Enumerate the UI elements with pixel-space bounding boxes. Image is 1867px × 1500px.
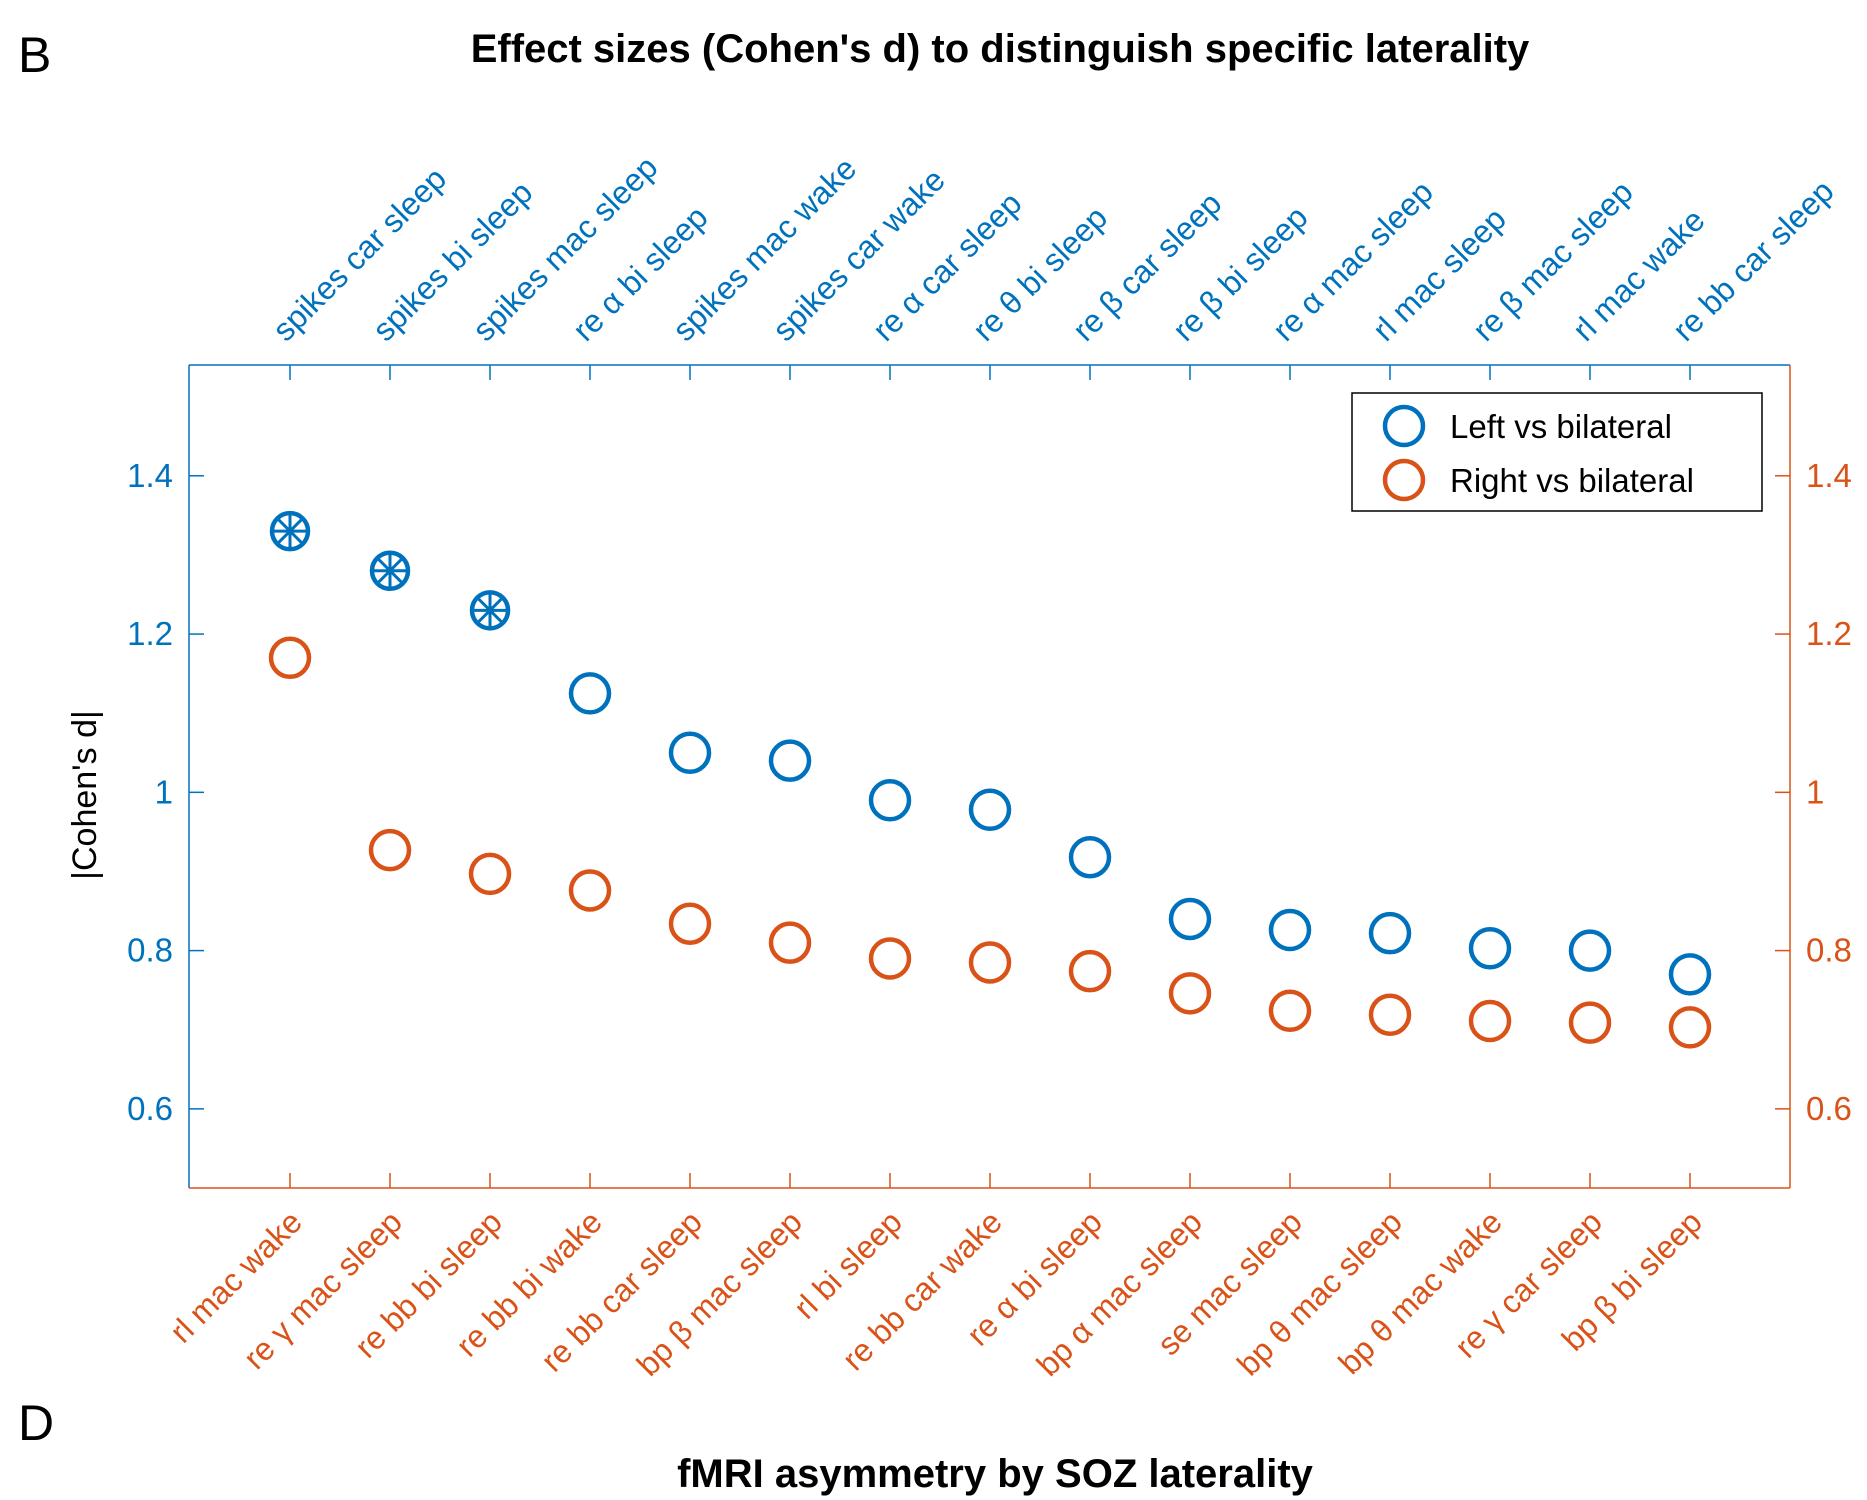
legend: Left vs bilateral Right vs bilateral	[1351, 392, 1763, 512]
right-vs-bilateral-point	[268, 636, 312, 680]
panel-label-b: B	[18, 27, 51, 83]
left-vs-bilateral-point	[1168, 897, 1212, 941]
significant-marker-star	[477, 597, 503, 623]
right-vs-bilateral-point	[1068, 949, 1112, 993]
right-y-tick-label: 0.8	[1806, 932, 1852, 969]
right-vs-bilateral-point	[1468, 999, 1512, 1043]
legend-marker-left	[1382, 404, 1426, 448]
significant-marker	[469, 590, 511, 631]
y-axis-label: |Cohen's d|	[66, 710, 104, 880]
left-vs-bilateral-point	[1668, 953, 1712, 996]
left-vs-bilateral-point	[668, 731, 712, 775]
top-category-label: spikes car sleep	[265, 160, 453, 348]
right-y-ticks: 0.6 0.8 1 1.2 1.4	[1775, 457, 1852, 1127]
right-y-tick-label: 1	[1806, 773, 1824, 810]
right-y-tick-label: 1.2	[1806, 615, 1852, 652]
left-y-tick-label: 1.2	[127, 615, 173, 652]
left-y-tick-label: 1.4	[127, 457, 173, 494]
right-vs-bilateral-point	[368, 828, 412, 872]
left-vs-bilateral-point	[868, 778, 912, 822]
data-points	[268, 510, 1712, 1049]
significant-marker-star	[277, 518, 303, 544]
right-y-tick-label: 0.6	[1806, 1090, 1852, 1127]
left-vs-bilateral-point	[768, 739, 812, 782]
left-y-tick-label: 0.6	[127, 1090, 173, 1127]
legend-label-left: Left vs bilateral	[1450, 408, 1672, 445]
chart-title: Effect sizes (Cohen's d) to distinguish …	[471, 27, 1530, 71]
right-vs-bilateral-point	[968, 941, 1012, 984]
significant-marker-star	[377, 558, 403, 584]
left-vs-bilateral-point	[968, 788, 1012, 831]
left-y-ticks: 0.6 0.8 1 1.2 1.4	[127, 457, 204, 1127]
significant-marker	[269, 510, 311, 552]
x-axis-label: fMRI asymmetry by SOZ laterality	[677, 1452, 1314, 1496]
right-vs-bilateral-point	[1368, 993, 1412, 1036]
top-category-label: spikes mac sleep	[465, 149, 664, 348]
left-vs-bilateral-point	[1268, 908, 1312, 952]
left-y-tick-label: 1	[155, 773, 173, 810]
significant-marker	[369, 550, 411, 591]
top-category-label: spikes car wake	[765, 162, 951, 348]
legend-label-right: Right vs bilateral	[1450, 462, 1694, 499]
right-vs-bilateral-point	[468, 852, 512, 896]
right-vs-bilateral-point	[768, 921, 812, 964]
left-vs-bilateral-point	[1468, 926, 1512, 970]
right-y-tick-label: 1.4	[1806, 457, 1852, 494]
right-vs-bilateral-point	[668, 902, 712, 945]
right-vs-bilateral-point	[1668, 1006, 1712, 1049]
left-vs-bilateral-point	[1368, 911, 1412, 955]
right-vs-bilateral-point	[1268, 989, 1312, 1032]
left-y-tick-label: 0.8	[127, 932, 173, 969]
legend-marker-right	[1382, 458, 1426, 502]
left-vs-bilateral-point	[1568, 929, 1612, 972]
right-vs-bilateral-point	[1568, 1001, 1612, 1044]
top-category-label: spikes mac wake	[665, 150, 863, 348]
left-vs-bilateral-point	[568, 672, 612, 715]
right-vs-bilateral-point	[568, 869, 612, 912]
right-vs-bilateral-point	[868, 937, 912, 980]
top-category-label: re bb car sleep	[1665, 173, 1840, 348]
panel-label-d: D	[18, 1395, 54, 1451]
right-vs-bilateral-point	[1168, 972, 1212, 1015]
left-vs-bilateral-point	[1068, 835, 1112, 879]
